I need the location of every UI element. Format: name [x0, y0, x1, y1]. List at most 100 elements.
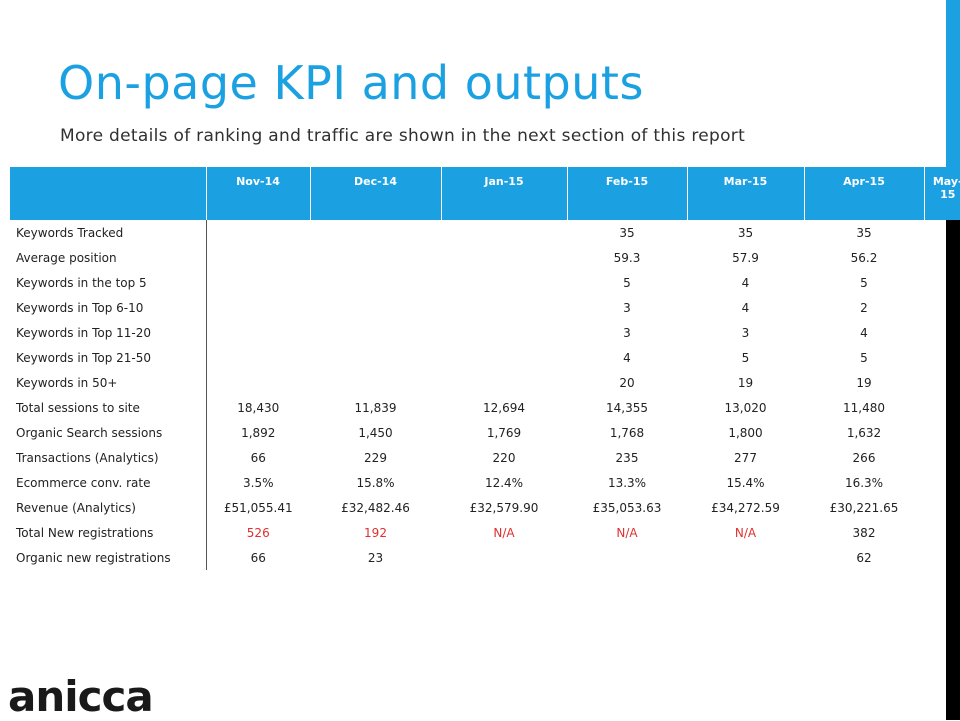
table-cell: 13.3%	[607, 475, 647, 490]
table-cell: 18,430	[237, 400, 280, 415]
table-cell: 382	[852, 525, 876, 540]
table-cell: 192	[364, 525, 387, 540]
table-cell	[206, 370, 310, 395]
row-label: Total sessions to site	[10, 395, 207, 420]
table-cell	[441, 545, 567, 570]
table-cell	[441, 295, 567, 320]
table-cell: 4	[741, 300, 750, 315]
table-cell: £30,221.65	[829, 500, 899, 515]
table-cell: 3	[741, 325, 750, 340]
table-header-cell: Feb-15	[567, 167, 688, 220]
table-cell: 11,839	[354, 400, 397, 415]
table-cell: N/A	[493, 525, 515, 540]
row-label: Keywords in the top 5	[10, 270, 207, 295]
table-cell	[924, 470, 960, 495]
table-row: Keywords in Top 6-10 3 4 2	[10, 295, 960, 320]
table-cell: 220	[492, 450, 516, 465]
table-cell	[924, 345, 960, 370]
table-cell	[206, 345, 310, 370]
table-cell: 23	[367, 550, 384, 565]
table-cell	[310, 270, 441, 295]
table-row: Transactions (Analytics) 66 229 220 235 277 26…	[10, 445, 960, 470]
right-dark-bar	[946, 211, 960, 720]
row-label: Transactions (Analytics)	[10, 445, 207, 470]
row-label: Keywords in Top 11-20	[10, 320, 207, 345]
table-cell: 1,632	[846, 425, 882, 440]
row-label: Keywords Tracked	[10, 220, 207, 245]
table-cell: N/A	[734, 525, 757, 540]
table-cell: 11,480	[843, 400, 885, 415]
anicca-logo: anicca	[8, 672, 154, 721]
table-row: Keywords in Top 21-50 4 5 5	[10, 345, 960, 370]
page-title: On-page KPI and outputs	[58, 56, 644, 110]
table-cell	[310, 370, 441, 395]
table-cell: 1,892	[241, 425, 276, 440]
table-cell: 12,694	[483, 400, 525, 415]
table-cell	[924, 420, 960, 445]
table-cell: 19	[856, 375, 872, 390]
table-cell: 35	[737, 225, 754, 240]
table-cell: N/A	[616, 525, 638, 540]
table-cell: 66	[250, 550, 266, 565]
table-cell: 3	[623, 300, 631, 315]
table-cell	[310, 345, 441, 370]
table-cell: 13,020	[724, 400, 767, 415]
table-cell: 59.3	[613, 250, 641, 265]
table-cell: 235	[615, 450, 639, 465]
table-cell	[924, 520, 960, 545]
table-cell: 20	[619, 375, 635, 390]
table-cell	[441, 220, 567, 245]
kpi-table: Nov-14 Dec-14 Jan-15 Feb-15 Mar-15 Apr-1…	[10, 167, 960, 570]
table-cell	[441, 320, 567, 345]
table-cell	[924, 370, 960, 395]
table-cell: 3	[623, 325, 631, 340]
table-row: Average position 59.3 57.9 56.2	[10, 245, 960, 270]
table-cell: 5	[860, 275, 868, 290]
row-label: Average position	[10, 245, 207, 270]
table-cell	[924, 395, 960, 420]
table-cell	[441, 270, 567, 295]
row-label: Revenue (Analytics)	[10, 495, 207, 520]
table-cell	[441, 245, 567, 270]
table-cell	[206, 295, 310, 320]
table-header-row: Nov-14 Dec-14 Jan-15 Feb-15 Mar-15 Apr-1…	[10, 167, 960, 220]
table-row: Organic new registrations 66 23 62	[10, 545, 960, 570]
table-cell	[567, 545, 687, 570]
table-row: Organic Search sessions 1,892 1,450 1,769 1,…	[10, 420, 960, 445]
row-label: Keywords in Top 21-50	[10, 345, 207, 370]
table-row: Revenue (Analytics) £51,055.41 £32,482.46 £…	[10, 495, 960, 520]
table-cell: 3.5%	[243, 475, 274, 490]
table-cell: 62	[856, 550, 872, 565]
table-cell: 35	[619, 225, 635, 240]
table-cell	[924, 495, 960, 520]
row-label: Ecommerce conv. rate	[10, 470, 207, 495]
table-row: Keywords in Top 11-20 3 3 4	[10, 320, 960, 345]
table-cell: 1,769	[486, 425, 522, 440]
table-cell	[441, 370, 567, 395]
table-cell: 1,800	[728, 425, 763, 440]
table-cell	[310, 320, 441, 345]
table-cell	[687, 545, 804, 570]
table-cell: 5	[741, 350, 750, 365]
table-cell: 16.3%	[844, 475, 884, 490]
table-cell	[310, 295, 441, 320]
row-label: Total New registrations	[10, 520, 207, 545]
table-header-cell: Dec-14	[310, 167, 442, 220]
table-cell	[924, 295, 960, 320]
table-cell	[924, 220, 960, 245]
table-cell	[441, 345, 567, 370]
table-cell: 2	[860, 300, 868, 315]
table-cell	[924, 320, 960, 345]
table-header-cell: Mar-15	[687, 167, 805, 220]
kpi-table-container: Nov-14 Dec-14 Jan-15 Feb-15 Mar-15 Apr-1…	[10, 167, 960, 570]
table-cell	[924, 445, 960, 470]
table-row: Keywords in the top 5 5 4 5	[10, 270, 960, 295]
row-label: Organic new registrations	[10, 545, 207, 570]
table-cell: 15.4%	[726, 475, 765, 490]
table-cell: 277	[734, 450, 757, 465]
table-cell: 66	[250, 450, 266, 465]
table-cell	[924, 545, 960, 570]
table-row: Keywords Tracked 35 35 35	[10, 220, 960, 245]
table-cell: £32,482.46	[341, 500, 410, 515]
table-cell: 4	[741, 275, 750, 290]
